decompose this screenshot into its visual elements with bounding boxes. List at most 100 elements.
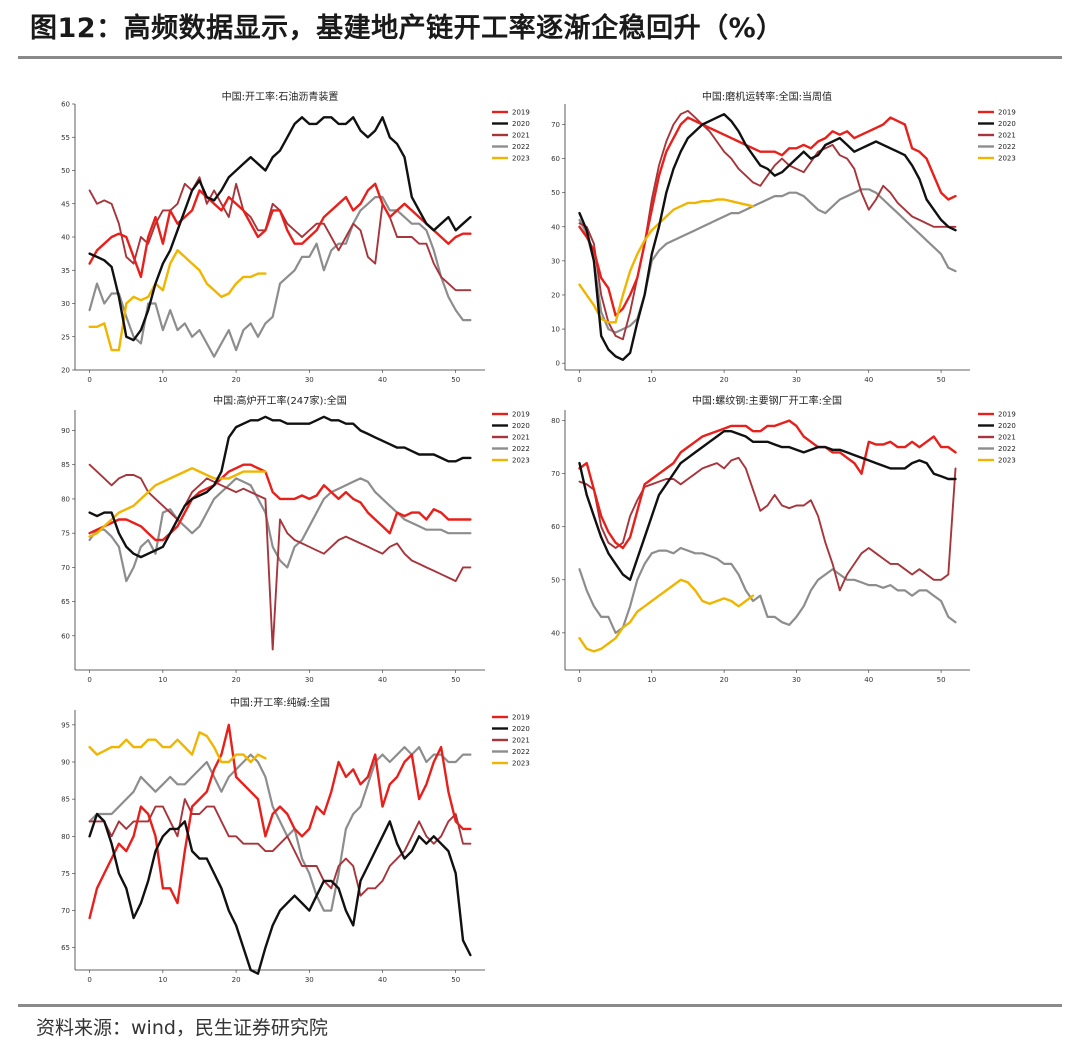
series-line-2022 [578,546,957,635]
y-tick-label: 80 [551,417,560,425]
series-line-2023 [88,249,267,352]
y-tick-label: 80 [61,495,70,503]
x-tick-label: 20 [232,976,241,984]
x-tick-label: 20 [720,676,729,684]
legend-label-2019: 2019 [998,411,1016,419]
series-line-2021 [88,798,472,897]
y-tick-label: 95 [61,721,70,729]
series-line-2021 [578,109,957,341]
y-tick-label: 30 [61,300,70,308]
y-tick-label: 70 [61,907,70,915]
series-line-2020 [88,812,472,975]
x-tick-label: 0 [87,376,91,384]
legend-label-2020: 2020 [512,120,530,128]
x-tick-label: 10 [647,676,656,684]
x-tick-label: 10 [158,376,167,384]
x-tick-label: 50 [451,376,460,384]
series-line-2022 [88,477,472,583]
legend-label-2023: 2023 [512,155,530,163]
x-tick-label: 50 [451,676,460,684]
x-tick-label: 50 [937,376,946,384]
legend-label-2020: 2020 [512,725,530,733]
series-line-2021 [88,463,472,651]
series-line-2021 [88,176,472,292]
y-tick-label: 60 [551,155,560,163]
x-tick-label: 30 [792,376,801,384]
y-tick-label: 55 [61,134,70,142]
x-tick-label: 40 [864,376,873,384]
series-line-2021 [578,456,957,592]
legend-label-2020: 2020 [512,422,530,430]
source-note: 资料来源：wind，民生证券研究院 [36,1017,328,1039]
chart-panel-3: 中国:高炉开工率(247家):全国 60 65 70 75 80 85 90 0 10 20 30 40… [61,394,530,684]
y-tick-label: 35 [61,267,70,275]
y-tick-label: 50 [61,167,70,175]
legend-label-2019: 2019 [512,411,530,419]
x-tick-label: 10 [647,376,656,384]
y-tick-label: 60 [551,523,560,531]
legend-label-2021: 2021 [998,434,1016,442]
chart-panel-1: 中国:开工率:石油沥青装置 20 25 30 35 40 45 50 55 60 0 10 20 30 40… [61,90,530,384]
x-tick-label: 10 [158,976,167,984]
y-tick-label: 70 [61,564,70,572]
x-tick-label: 20 [232,376,241,384]
y-tick-label: 20 [61,367,70,375]
series-line-2022 [578,188,957,334]
y-tick-label: 0 [556,360,560,368]
legend-label-2023: 2023 [998,457,1016,465]
chart-panel-4: 中国:螺纹钢:主要钢厂开工率:全国 40 50 60 70 80 0 10 20 30 40 50 20… [551,394,1016,684]
x-tick-label: 30 [305,676,314,684]
x-tick-label: 40 [378,976,387,984]
legend-label-2020: 2020 [998,422,1016,430]
series-line-2019 [88,463,472,542]
legend-label-2023: 2023 [512,760,530,768]
x-tick-label: 0 [87,976,91,984]
x-tick-label: 50 [937,676,946,684]
y-tick-label: 75 [61,530,70,538]
y-tick-label: 90 [61,759,70,767]
y-tick-label: 90 [61,427,70,435]
y-tick-label: 20 [551,291,560,299]
y-tick-label: 30 [551,257,560,265]
series-line-2022 [88,745,472,912]
bottom-divider [18,1004,1062,1007]
chart-title: 中国:高炉开工率(247家):全国 [213,394,347,407]
x-tick-label: 30 [305,376,314,384]
series-line-2022 [88,196,472,358]
y-tick-label: 25 [61,333,70,341]
y-tick-label: 80 [61,833,70,841]
legend-label-2022: 2022 [998,445,1016,453]
y-tick-label: 40 [551,629,560,637]
y-tick-label: 70 [551,121,560,129]
y-tick-label: 10 [551,326,560,334]
series-line-2023 [578,198,755,324]
x-tick-label: 40 [864,676,873,684]
series-line-2019 [88,723,472,920]
chart-title: 中国:开工率:纯碱:全国 [230,696,330,709]
y-tick-label: 40 [61,234,70,242]
y-tick-label: 85 [61,796,70,804]
legend-label-2022: 2022 [512,143,530,151]
y-tick-label: 40 [551,223,560,231]
chart-title: 中国:开工率:石油沥青装置 [222,90,339,103]
chart-panel-2: 中国:磨机运转率:全国:当周值 0 10 20 30 40 50 60 70 0 10 20 30 40 5… [551,90,1016,384]
y-tick-label: 70 [551,470,560,478]
legend-label-2019: 2019 [512,714,530,722]
series-line-2019 [578,116,957,317]
y-tick-label: 60 [61,101,70,109]
x-tick-label: 0 [87,676,91,684]
legend-label-2021: 2021 [512,737,530,745]
legend-label-2021: 2021 [998,132,1016,140]
y-tick-label: 50 [551,189,560,197]
x-tick-label: 40 [378,676,387,684]
legend-label-2022: 2022 [512,748,530,756]
figure-title: 图12：高频数据显示，基建地产链开工率逐渐企稳回升（%） [30,13,784,44]
legend-label-2022: 2022 [998,143,1016,151]
legend-label-2020: 2020 [998,120,1016,128]
series-line-2019 [578,419,957,550]
y-tick-label: 75 [61,870,70,878]
series-line-2020 [88,116,472,342]
series-line-2023 [578,578,755,653]
series-line-2020 [578,430,957,581]
